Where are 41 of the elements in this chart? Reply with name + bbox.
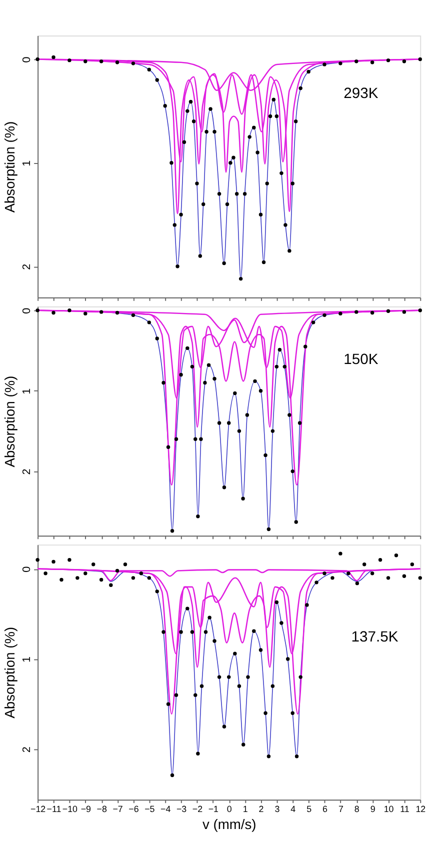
y-tick-label: 1: [21, 160, 34, 166]
x-tick-label: 0: [226, 804, 232, 814]
x-tick-label: −10: [62, 804, 78, 814]
x-tick-label: 8: [354, 804, 360, 814]
x-tick-label: 4: [290, 804, 296, 814]
x-tick-label: −12: [30, 804, 46, 814]
x-tick-label: −2: [192, 804, 203, 814]
x-tick-label: −4: [160, 804, 171, 814]
x-tick-label: −3: [176, 804, 187, 814]
y-tick-label: 1: [21, 656, 34, 663]
x-tick-label: −6: [128, 804, 139, 814]
x-tick-label: −5: [144, 804, 155, 814]
y-tick-label: 2: [21, 468, 34, 475]
x-tick-label: 10: [384, 804, 394, 814]
x-axis-title: v (mm/s): [202, 816, 256, 832]
x-tick-label: 7: [338, 804, 344, 814]
x-tick-label: 5: [306, 804, 312, 814]
x-tick-label: 11: [400, 804, 410, 814]
x-tick-label: −8: [96, 804, 107, 814]
y-tick-label: 2: [21, 264, 34, 270]
y-axis-title: Absorption (%): [1, 626, 18, 718]
y-tick-label: 2: [21, 746, 34, 753]
x-tick-label: 3: [274, 804, 280, 814]
x-tick-label: −1: [208, 804, 219, 814]
x-tick-label: 9: [370, 804, 376, 814]
x-tick-label: 6: [322, 804, 328, 814]
y-tick-label: 0: [21, 308, 34, 314]
annotation: 150K: [344, 352, 378, 368]
y-axis-title: Absorption (%): [1, 376, 18, 468]
annotation: 137.5K: [351, 629, 398, 646]
annotation: 293K: [344, 86, 378, 102]
x-tick-label: 2: [258, 804, 264, 814]
y-tick-label: 0: [21, 56, 34, 63]
x-tick-label: 1: [242, 804, 248, 814]
y-axis-title: Absorption (%): [1, 121, 18, 213]
x-tick-label: −7: [112, 804, 123, 814]
y-tick-label: 1: [21, 388, 34, 394]
x-tick-label: −9: [80, 804, 91, 814]
x-tick-label: 12: [416, 804, 426, 814]
y-tick-label: 0: [21, 566, 34, 572]
x-tick-label: −11: [46, 804, 62, 814]
